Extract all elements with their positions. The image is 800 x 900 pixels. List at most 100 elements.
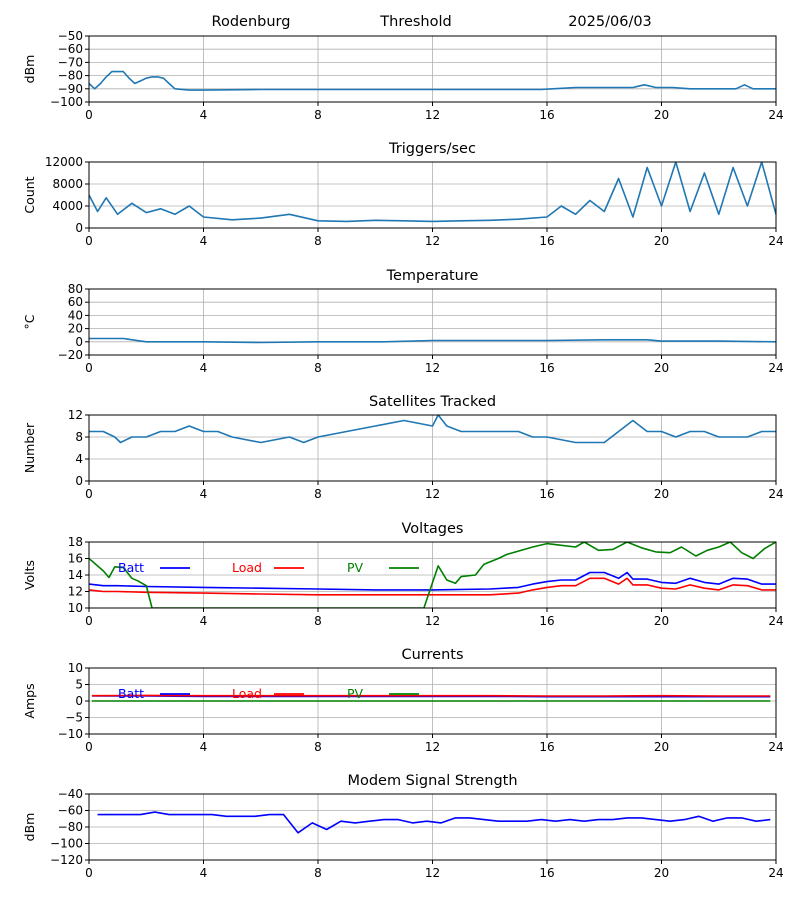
chart-title: Satellites Tracked	[369, 394, 496, 410]
x-tick-label: 20	[654, 740, 669, 754]
x-tick-label: 20	[654, 108, 669, 122]
x-tick-label: 12	[425, 361, 440, 375]
x-tick-label: 12	[425, 487, 440, 501]
y-axis-label: dBm	[22, 813, 37, 842]
y-tick-label: −90	[58, 82, 83, 96]
y-tick-label: 4	[75, 452, 83, 466]
series-line-load	[92, 695, 770, 696]
y-tick-label: −50	[58, 29, 83, 43]
x-tick-label: 12	[425, 740, 440, 754]
legend-label-load: Load	[232, 686, 262, 701]
x-tick-label: 12	[425, 866, 440, 880]
chart-title: Temperature	[386, 268, 479, 284]
y-axis-label: Count	[22, 176, 37, 213]
y-axis-label: dBm	[22, 55, 37, 84]
y-tick-label: −120	[50, 853, 83, 867]
chart-title: Modem Signal Strength	[347, 773, 517, 789]
chart-modem: 0 4 8 12 16 20 24 −120 −100 −80 −60 −40 Modem Signal…	[22, 773, 784, 880]
chart-signal: 0 4 8 12 16 20 24 −100−90−80−70−60−50 dBm	[22, 29, 784, 122]
x-tick-label: 24	[768, 234, 783, 248]
y-tick-label: −5	[65, 711, 83, 725]
y-tick-label: 14	[68, 568, 83, 582]
series-line-0	[98, 812, 771, 833]
y-tick-label: 60	[68, 295, 83, 309]
y-axis-label: °C	[22, 314, 37, 329]
chart-voltages: 0 4 8 12 16 20 24 10 12 14 16 18 Voltages Volts Batt Lo…	[22, 521, 784, 628]
y-tick-label: −100	[50, 95, 83, 109]
x-tick-label: 8	[314, 614, 322, 628]
x-tick-label: 0	[85, 614, 93, 628]
y-tick-label: 0	[75, 221, 83, 235]
y-tick-label: 12	[68, 585, 83, 599]
y-tick-label: 4000	[52, 199, 83, 213]
legend-label-batt: Batt	[118, 686, 144, 701]
y-tick-label: 12	[68, 408, 83, 422]
y-axis-label: Amps	[22, 683, 37, 718]
x-tick-label: 16	[539, 361, 554, 375]
x-tick-label: 4	[200, 866, 208, 880]
y-tick-label: 10	[68, 601, 83, 615]
x-tick-label: 20	[654, 866, 669, 880]
y-tick-label: 20	[68, 322, 83, 336]
y-tick-label: 80	[68, 282, 83, 296]
header-site: Rodenburg	[212, 14, 291, 30]
x-tick-label: 8	[314, 234, 322, 248]
x-tick-label: 0	[85, 108, 93, 122]
x-tick-label: 4	[200, 740, 208, 754]
x-tick-label: 24	[768, 108, 783, 122]
y-tick-label: −100	[50, 837, 83, 851]
y-axis-label: Volts	[22, 560, 37, 590]
x-tick-label: 8	[314, 108, 322, 122]
header-date: 2025/06/03	[568, 14, 652, 30]
legend-label-load: Load	[232, 560, 262, 575]
x-tick-label: 4	[200, 487, 208, 501]
x-tick-label: 0	[85, 361, 93, 375]
x-tick-label: 0	[85, 487, 93, 501]
x-tick-label: 16	[539, 487, 554, 501]
y-tick-label: 16	[68, 552, 83, 566]
chart-title: Currents	[401, 647, 463, 663]
y-tick-label: 8	[75, 430, 83, 444]
x-tick-label: 0	[85, 740, 93, 754]
y-tick-label: 18	[68, 535, 83, 549]
legend-label-pv: PV	[347, 686, 364, 701]
x-tick-label: 12	[425, 108, 440, 122]
x-tick-label: 24	[768, 614, 783, 628]
y-tick-label: −60	[58, 804, 83, 818]
x-tick-label: 24	[768, 361, 783, 375]
x-tick-label: 4	[200, 614, 208, 628]
x-tick-label: 16	[539, 614, 554, 628]
x-tick-label: 24	[768, 740, 783, 754]
x-tick-label: 20	[654, 614, 669, 628]
chart-currents: 0 4 8 12 16 20 24 −10 −5 0 5 10 Currents Amps Batt Load…	[22, 647, 784, 754]
x-tick-label: 4	[200, 234, 208, 248]
legend-label-pv: PV	[347, 560, 364, 575]
y-tick-label: 40	[68, 308, 83, 322]
x-tick-label: 4	[200, 361, 208, 375]
x-tick-label: 20	[654, 234, 669, 248]
y-tick-label: −60	[58, 42, 83, 56]
x-tick-label: 8	[314, 866, 322, 880]
y-tick-label: −80	[58, 820, 83, 834]
chart-triggers: 0 4 8 12 16 20 2404000800012000Triggers/secCou…	[22, 141, 784, 248]
x-tick-label: 16	[539, 234, 554, 248]
x-tick-label: 24	[768, 866, 783, 880]
y-tick-label: 12000	[45, 155, 83, 169]
figure-header: Rodenburg Threshold 2025/06/03	[212, 14, 652, 30]
x-tick-label: 8	[314, 740, 322, 754]
y-axis-label: Number	[22, 422, 37, 473]
y-tick-label: 8000	[52, 177, 83, 191]
y-tick-label: −80	[58, 69, 83, 83]
y-tick-label: 0	[75, 474, 83, 488]
x-tick-label: 0	[85, 866, 93, 880]
x-tick-label: 12	[425, 614, 440, 628]
x-tick-label: 8	[314, 487, 322, 501]
x-tick-label: 8	[314, 361, 322, 375]
y-tick-label: 0	[75, 694, 83, 708]
x-tick-label: 24	[768, 487, 783, 501]
x-tick-label: 12	[425, 234, 440, 248]
chart-satellites: 0 4 8 12 16 20 24 0 4 8 12 Satellites Tracked Number	[22, 394, 784, 501]
